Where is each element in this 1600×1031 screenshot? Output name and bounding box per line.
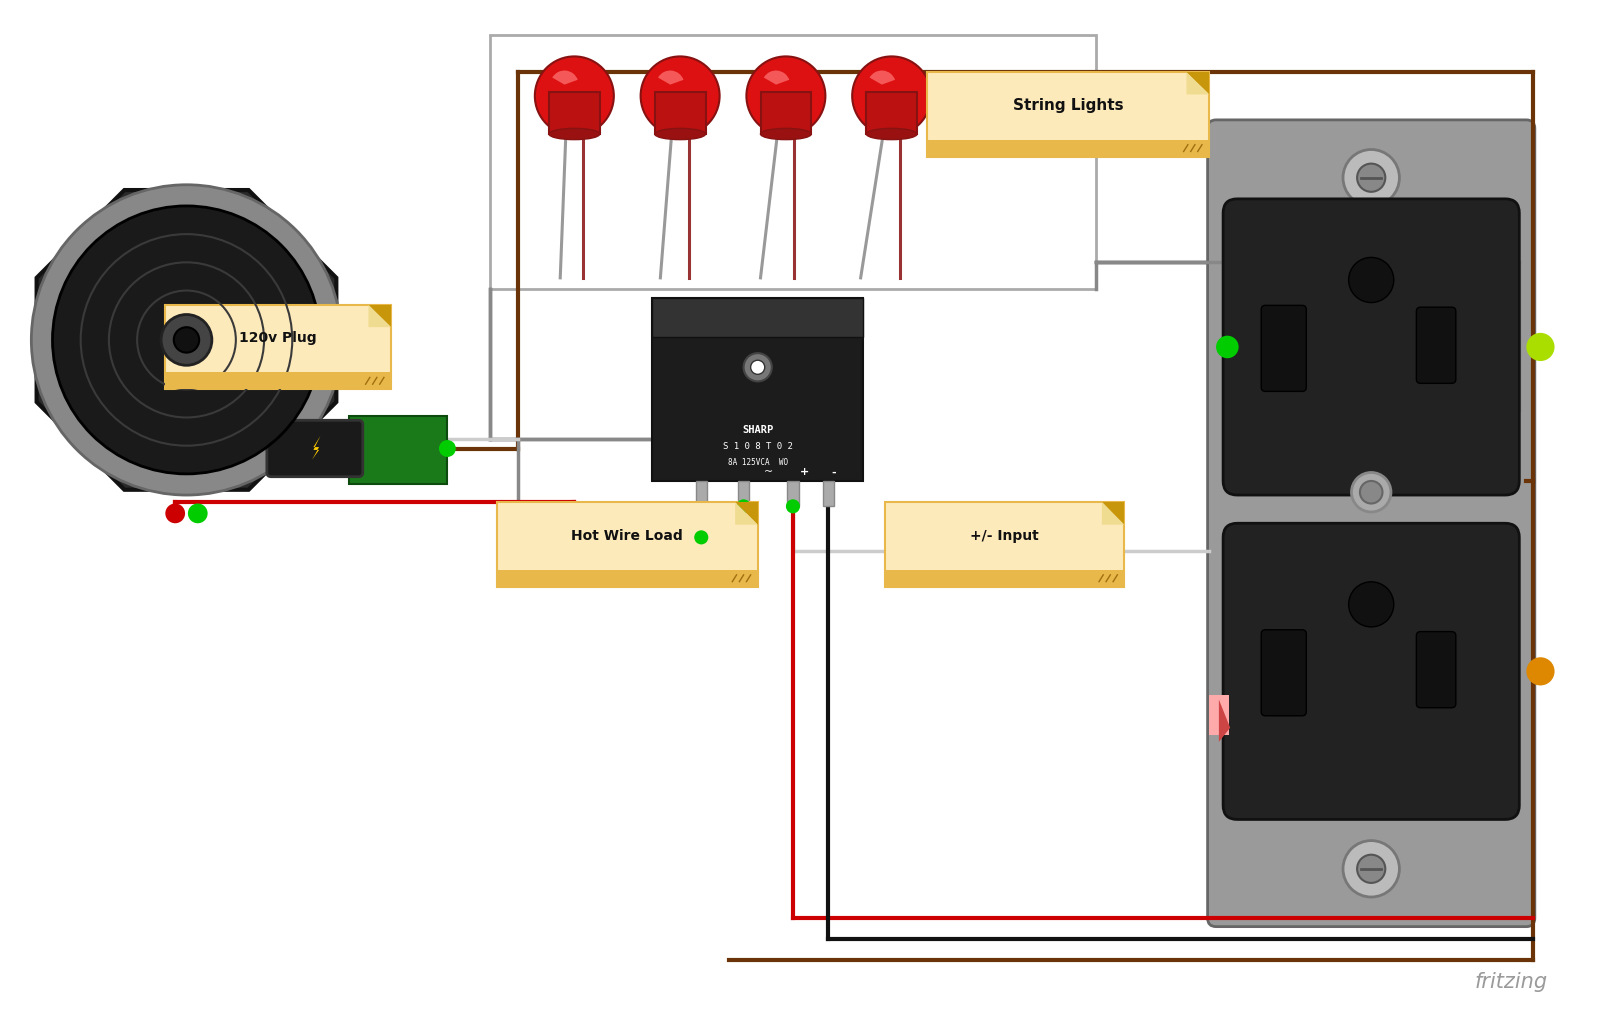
Circle shape — [187, 503, 208, 524]
Circle shape — [694, 530, 709, 544]
Text: 8A 125VCA  WO: 8A 125VCA WO — [728, 458, 787, 467]
Circle shape — [53, 206, 320, 474]
Bar — [926, 139, 1210, 157]
Bar — [496, 502, 758, 587]
Bar — [654, 92, 706, 134]
Bar — [885, 502, 1125, 587]
Text: fritzing: fritzing — [1474, 971, 1547, 992]
Circle shape — [736, 499, 750, 513]
FancyBboxPatch shape — [1222, 524, 1520, 820]
FancyBboxPatch shape — [1222, 199, 1520, 495]
Ellipse shape — [760, 128, 811, 139]
Polygon shape — [734, 502, 758, 525]
Text: +/- Input: +/- Input — [970, 529, 1038, 543]
FancyBboxPatch shape — [1416, 307, 1456, 384]
Wedge shape — [869, 70, 894, 85]
Text: +: + — [800, 467, 810, 477]
FancyBboxPatch shape — [1208, 120, 1534, 927]
Polygon shape — [368, 304, 390, 327]
Polygon shape — [1219, 700, 1230, 742]
Bar — [349, 417, 448, 484]
Circle shape — [534, 57, 614, 135]
FancyBboxPatch shape — [1261, 305, 1306, 392]
Bar — [165, 304, 390, 390]
Bar — [490, 35, 1096, 289]
Bar — [822, 480, 834, 506]
Polygon shape — [734, 502, 758, 525]
FancyBboxPatch shape — [267, 421, 363, 476]
Circle shape — [747, 57, 826, 135]
Circle shape — [1342, 149, 1400, 206]
Bar — [651, 298, 864, 337]
Bar — [738, 480, 749, 506]
Ellipse shape — [549, 128, 600, 139]
Circle shape — [438, 440, 456, 457]
Circle shape — [744, 354, 771, 381]
Text: Hot Wire Load: Hot Wire Load — [571, 529, 683, 543]
Bar — [787, 480, 798, 506]
Circle shape — [1526, 657, 1555, 686]
Bar — [165, 372, 390, 390]
Text: -: - — [832, 467, 837, 477]
Text: ~: ~ — [763, 467, 773, 477]
Circle shape — [1342, 840, 1400, 897]
FancyBboxPatch shape — [1416, 632, 1456, 707]
Circle shape — [162, 314, 211, 365]
Bar — [885, 570, 1125, 587]
Polygon shape — [37, 190, 336, 490]
Circle shape — [1526, 333, 1555, 361]
FancyBboxPatch shape — [1261, 630, 1306, 716]
Circle shape — [174, 327, 198, 353]
Circle shape — [1349, 258, 1394, 302]
Bar — [549, 92, 600, 134]
Circle shape — [750, 360, 765, 374]
Circle shape — [1357, 855, 1386, 883]
Text: String Lights: String Lights — [1013, 98, 1123, 113]
Polygon shape — [1102, 502, 1125, 525]
Polygon shape — [1187, 72, 1210, 95]
Bar — [651, 298, 864, 480]
Circle shape — [1349, 581, 1394, 627]
Circle shape — [1360, 480, 1382, 503]
Circle shape — [640, 57, 720, 135]
Ellipse shape — [654, 128, 706, 139]
Circle shape — [32, 185, 342, 495]
Bar — [496, 570, 758, 587]
Polygon shape — [368, 304, 390, 327]
Bar — [926, 72, 1210, 157]
Wedge shape — [658, 70, 683, 85]
Bar — [1210, 695, 1229, 735]
Wedge shape — [552, 70, 578, 85]
Polygon shape — [1187, 72, 1210, 95]
Circle shape — [1216, 336, 1238, 358]
Circle shape — [1357, 164, 1386, 192]
Wedge shape — [763, 70, 789, 85]
Text: 120v Plug: 120v Plug — [240, 332, 317, 345]
Bar — [866, 92, 917, 134]
Text: S 1 0 8 T 0 2: S 1 0 8 T 0 2 — [723, 441, 792, 451]
Polygon shape — [312, 436, 320, 460]
Circle shape — [786, 499, 800, 513]
Circle shape — [853, 57, 931, 135]
Bar — [760, 92, 811, 134]
Polygon shape — [1102, 502, 1125, 525]
Bar — [696, 480, 707, 506]
Circle shape — [165, 503, 186, 524]
Text: SHARP: SHARP — [742, 425, 773, 435]
Circle shape — [1352, 472, 1390, 512]
Ellipse shape — [866, 128, 917, 139]
